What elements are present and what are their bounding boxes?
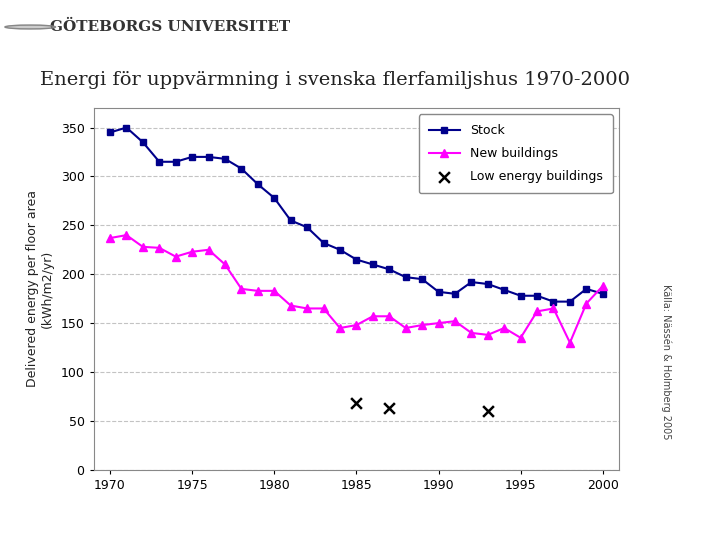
New buildings xyxy=(385,313,394,320)
Low energy buildings xyxy=(384,404,395,413)
New buildings xyxy=(434,320,443,326)
New buildings xyxy=(451,318,459,325)
Y-axis label: Delivered energy per floor area
(kWh/m2/yr): Delivered energy per floor area (kWh/m2/… xyxy=(26,191,54,387)
New buildings xyxy=(401,325,410,331)
Low energy buildings xyxy=(482,407,493,415)
Stock xyxy=(270,195,279,201)
Stock xyxy=(352,256,361,263)
Line: Stock: Stock xyxy=(107,124,606,305)
New buildings xyxy=(598,283,607,289)
New buildings xyxy=(155,245,163,251)
Stock xyxy=(253,181,262,187)
Text: ENVIRONMENTAL ECONOMICS UNIT, DEPARTMENT OF ECONOMICS  |  MARTIN PERSSON        : ENVIRONMENTAL ECONOMICS UNIT, DEPARTMENT… xyxy=(127,519,593,528)
Legend: Stock, New buildings, Low energy buildings: Stock, New buildings, Low energy buildin… xyxy=(419,114,613,193)
Stock xyxy=(516,293,525,299)
New buildings xyxy=(237,286,246,292)
New buildings xyxy=(566,340,575,346)
New buildings xyxy=(188,248,197,255)
Stock xyxy=(369,261,377,268)
Low energy buildings xyxy=(351,399,362,408)
Stock xyxy=(155,159,163,165)
New buildings xyxy=(171,253,180,260)
New buildings xyxy=(500,325,508,331)
Stock xyxy=(122,124,131,131)
Stock xyxy=(582,286,590,292)
New buildings xyxy=(122,232,131,238)
Stock xyxy=(287,217,295,224)
Stock xyxy=(303,224,312,231)
New buildings xyxy=(138,244,147,250)
Text: Energi för uppvärmning i svenska flerfamiljshus 1970-2000: Energi för uppvärmning i svenska flerfam… xyxy=(40,71,629,89)
New buildings xyxy=(483,332,492,338)
Stock xyxy=(188,154,197,160)
Stock xyxy=(220,156,229,162)
New buildings xyxy=(549,305,558,312)
New buildings xyxy=(533,308,541,315)
Stock xyxy=(566,299,575,305)
Stock xyxy=(385,266,394,273)
Line: New buildings: New buildings xyxy=(106,231,607,347)
Circle shape xyxy=(5,25,55,29)
New buildings xyxy=(253,288,262,294)
New buildings xyxy=(516,335,525,341)
New buildings xyxy=(303,305,312,312)
Stock xyxy=(533,293,541,299)
Stock xyxy=(500,287,508,293)
Stock xyxy=(483,281,492,287)
Stock xyxy=(418,276,426,282)
Stock xyxy=(598,291,607,297)
Stock xyxy=(451,291,459,297)
Stock xyxy=(237,165,246,172)
Text: Källa: Nässén & Holmberg 2005: Källa: Nässén & Holmberg 2005 xyxy=(662,284,672,439)
Stock xyxy=(204,154,213,160)
Stock xyxy=(336,247,344,253)
New buildings xyxy=(106,235,114,241)
New buildings xyxy=(204,247,213,253)
Stock xyxy=(106,129,114,136)
Stock xyxy=(549,299,558,305)
Stock xyxy=(171,159,180,165)
New buildings xyxy=(467,329,476,336)
New buildings xyxy=(418,322,426,328)
Text: GÖTEBORGS UNIVERSITET: GÖTEBORGS UNIVERSITET xyxy=(50,20,291,34)
Stock xyxy=(434,288,443,295)
New buildings xyxy=(319,305,328,312)
Stock xyxy=(319,240,328,246)
New buildings xyxy=(270,288,279,294)
New buildings xyxy=(336,325,344,331)
New buildings xyxy=(369,313,377,320)
New buildings xyxy=(287,302,295,309)
Stock xyxy=(467,279,476,285)
New buildings xyxy=(220,261,229,268)
Stock xyxy=(138,139,147,145)
New buildings xyxy=(352,322,361,328)
Stock xyxy=(401,274,410,280)
New buildings xyxy=(582,300,590,307)
